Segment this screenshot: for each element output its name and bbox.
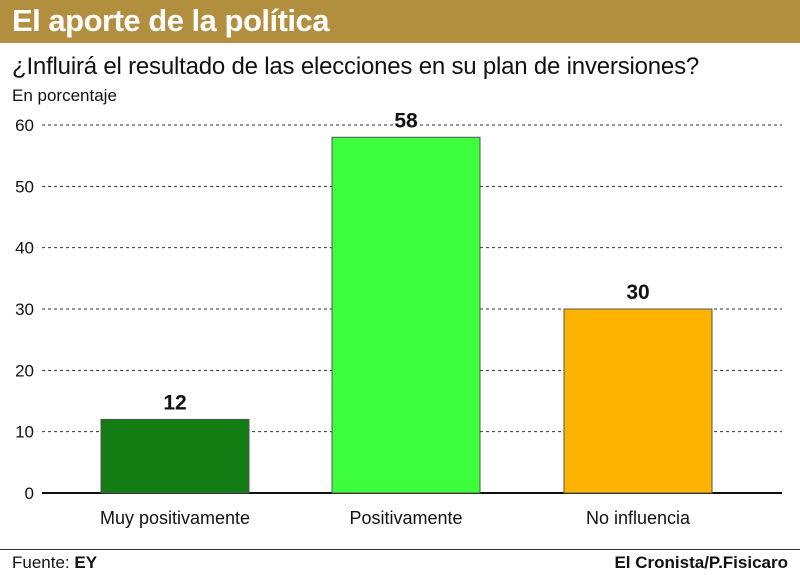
page-title: El aporte de la política <box>12 3 330 38</box>
y-tick-label: 40 <box>15 239 34 258</box>
y-tick-label: 10 <box>15 423 34 442</box>
y-axis-label: En porcentaje <box>12 86 117 105</box>
y-tick-label: 60 <box>15 116 34 135</box>
footer-divider <box>0 549 800 550</box>
bar-chart: 0 10 20 30 40 50 60 12 Muy positivamente 58 Positi… <box>15 109 782 528</box>
y-tick-label: 50 <box>15 177 34 196</box>
bar <box>563 308 713 494</box>
y-tick-label: 20 <box>15 361 34 380</box>
chart-title: ¿Influirá el resultado de las elecciones… <box>12 53 700 80</box>
source-value: EY <box>74 553 98 572</box>
data-label: 58 <box>394 109 418 132</box>
x-tick-label: No influencia <box>586 508 691 528</box>
footer-source: Fuente: EY <box>12 553 97 573</box>
footer-credit: El Cronista/P.Fisicaro <box>614 553 788 572</box>
x-tick-label: Positivamente <box>349 508 462 528</box>
y-tick-label: 0 <box>25 484 34 503</box>
x-tick-label: Muy positivamente <box>100 508 250 528</box>
data-label: 30 <box>626 281 649 304</box>
data-label: 12 <box>163 391 186 414</box>
bar <box>100 418 250 494</box>
header-bar: El aporte de la política <box>0 0 800 43</box>
bar <box>331 136 481 494</box>
y-tick-label: 30 <box>15 300 34 319</box>
source-label: Fuente: <box>12 553 70 572</box>
